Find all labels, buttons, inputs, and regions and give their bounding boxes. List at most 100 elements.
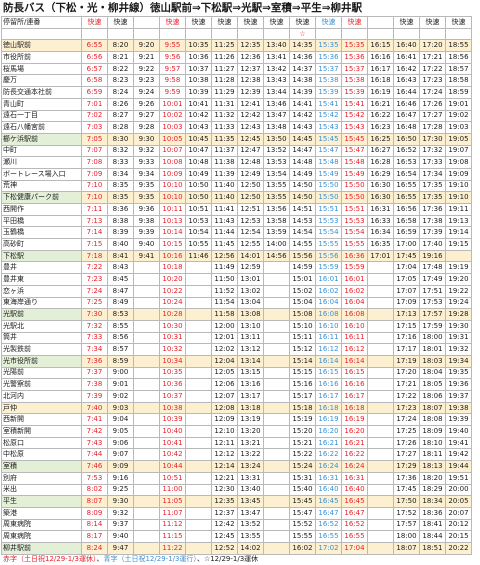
- departure-time: 17:38: [419, 214, 446, 228]
- departure-time: 9:34: [133, 167, 160, 181]
- departure-time: 12:10: [211, 425, 238, 438]
- departure-time: 16:08: [315, 308, 342, 321]
- departure-time: 18:09: [419, 425, 446, 438]
- departure-time: 15:35: [315, 39, 342, 53]
- departure-time: 10:01: [159, 97, 186, 111]
- departure-time: 11:28: [211, 74, 238, 88]
- stop-row: 北河内 7:39 9:02 10:37 12:07 13:17 15:17 16:17 16:1…: [1, 390, 472, 403]
- departure-time: [133, 390, 160, 403]
- departure-time: 10:02: [159, 109, 186, 123]
- departure-time: 8:07: [81, 495, 108, 508]
- departure-time: 15:11: [289, 331, 316, 345]
- departure-time: 15:37: [315, 62, 342, 76]
- departure-time: 17:39: [419, 226, 446, 240]
- stop-name: 西新開: [1, 413, 82, 427]
- departure-time: [185, 343, 212, 356]
- departure-time: 15:38: [341, 74, 368, 88]
- departure-time: 12:01: [211, 331, 238, 345]
- departure-time: 9:32: [133, 144, 160, 158]
- departure-time: 12:42: [237, 109, 264, 123]
- departure-time: 7:08: [81, 156, 108, 169]
- departure-time: 16:43: [393, 74, 420, 88]
- departure-time: 16:31: [341, 471, 368, 485]
- departure-time: 16:11: [341, 331, 368, 345]
- departure-time: 8:14: [81, 518, 108, 532]
- departure-time: 7:14: [81, 226, 108, 240]
- departure-time: [263, 401, 290, 415]
- departure-time: 10:44: [159, 460, 186, 473]
- departure-time: 16:18: [315, 401, 342, 415]
- departure-time: 11:29: [211, 86, 238, 99]
- departure-time: [133, 308, 160, 321]
- header-service-type: 快速: [107, 16, 134, 29]
- departure-time: 15:39: [315, 86, 342, 99]
- departure-time: 16:02: [341, 284, 368, 298]
- departure-time: 17:52: [393, 506, 420, 520]
- stop-name: 櫛ケ浜駅前: [1, 132, 82, 146]
- departure-time: 13:53: [263, 156, 290, 169]
- departure-time: 17:50: [393, 495, 420, 508]
- departure-time: 17:28: [419, 121, 446, 134]
- departure-time: 10:50: [185, 179, 212, 193]
- departure-time: 15:47: [341, 144, 368, 158]
- stop-row: 防長交通本社前 6:59 8:24 9:24 9:59 10:39 11:29 12:39 13…: [1, 86, 472, 99]
- departure-time: 9:27: [133, 109, 160, 123]
- departure-time: 16:31: [367, 203, 394, 216]
- departure-time: 10:40: [159, 425, 186, 438]
- departure-time: [133, 541, 160, 555]
- stop-row: 西新開 7:41 9:04 10:39 12:09 13:19 15:19 16:19 16:1…: [1, 413, 472, 427]
- departure-time: [185, 495, 212, 508]
- departure-time: 17:04: [393, 261, 420, 275]
- departure-time: 16:21: [367, 97, 394, 111]
- stop-name: 室積: [1, 460, 82, 473]
- departure-time: [185, 261, 212, 275]
- departure-time: 18:03: [419, 354, 446, 368]
- departure-time: 10:15: [159, 238, 186, 251]
- departure-time: 16:17: [315, 390, 342, 403]
- departure-time: 19:20: [445, 273, 472, 286]
- departure-time: 11:32: [211, 109, 238, 123]
- departure-time: 11:07: [159, 506, 186, 520]
- departure-time: 17:20: [393, 366, 420, 380]
- departure-time: 12:53: [237, 214, 264, 228]
- stop-name: 遠石一丁目: [1, 109, 82, 123]
- departure-time: 10:03: [159, 121, 186, 134]
- departure-time: 14:41: [289, 97, 316, 111]
- departure-time: 14:50: [289, 179, 316, 193]
- departure-time: [133, 343, 160, 356]
- departure-time: [185, 448, 212, 462]
- note-cell: [1, 27, 82, 41]
- departure-time: [185, 308, 212, 321]
- note-mark: [159, 27, 186, 41]
- departure-time: 18:10: [419, 436, 446, 450]
- departure-time: 17:53: [419, 296, 446, 310]
- departure-time: 10:51: [159, 471, 186, 485]
- departure-time: 12:09: [211, 413, 238, 427]
- departure-time: 8:35: [107, 191, 134, 204]
- departure-time: 13:17: [237, 390, 264, 403]
- stop-name: 平田橋: [1, 214, 82, 228]
- stop-row: 遠石八幡宮前 7:03 8:28 9:28 10:03 10:43 11:33 12:43 13…: [1, 121, 472, 134]
- header-service-type: 快速: [81, 16, 108, 29]
- departure-time: 15:55: [315, 238, 342, 251]
- departure-time: 20:12: [445, 518, 472, 532]
- stop-row: 室積 7:46 9:09 10:44 12:14 13:24 15:24 16:24 16:24…: [1, 460, 472, 473]
- departure-time: 11:44: [211, 226, 238, 240]
- departure-time: 16:24: [341, 460, 368, 473]
- departure-time: [263, 343, 290, 356]
- stop-row: 周東病院 8:17 9:40 11:15 12:45 13:55 15:55 16:55 16:…: [1, 530, 472, 543]
- departure-time: 10:43: [185, 121, 212, 134]
- departure-time: 10:38: [159, 401, 186, 415]
- departure-time: 9:20: [133, 39, 160, 53]
- departure-time: 9:05: [107, 425, 134, 438]
- departure-time: 9:33: [133, 156, 160, 169]
- departure-time: 8:35: [107, 179, 134, 193]
- departure-time: 10:41: [159, 436, 186, 450]
- departure-time: 10:31: [159, 331, 186, 345]
- departure-time: 19:31: [445, 331, 472, 345]
- departure-time: 14:36: [289, 51, 316, 64]
- departure-time: 18:59: [445, 86, 472, 99]
- departure-time: 19:13: [445, 214, 472, 228]
- stop-name: 築港: [1, 506, 82, 520]
- departure-time: [133, 296, 160, 310]
